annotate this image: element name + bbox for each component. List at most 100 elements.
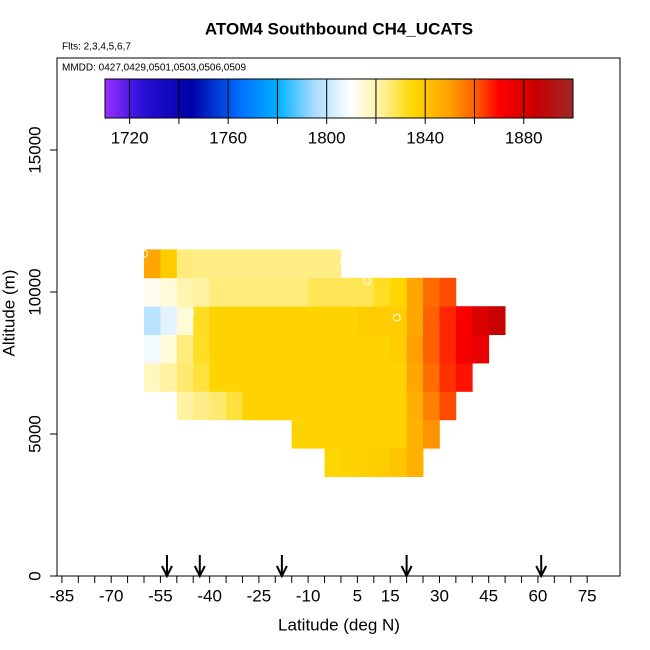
cell <box>340 277 358 307</box>
cell <box>209 363 227 392</box>
cell <box>340 306 358 336</box>
cell <box>390 363 408 392</box>
cell <box>291 277 309 307</box>
cell <box>439 277 457 307</box>
cell <box>275 334 293 364</box>
cell <box>176 249 194 279</box>
x-axis-label: Latitude (deg N) <box>278 615 400 634</box>
x-tick-label: -40 <box>197 586 222 605</box>
cell <box>209 334 227 364</box>
cell <box>193 334 211 364</box>
sample-point <box>130 309 139 318</box>
x-tick-label: -25 <box>247 586 272 605</box>
cell <box>423 363 440 392</box>
colorbar-tick-label: 1760 <box>209 128 247 147</box>
cell <box>258 277 276 307</box>
flight-arrow <box>193 555 206 579</box>
cell <box>143 363 161 392</box>
cell <box>373 391 391 421</box>
cell <box>324 277 342 307</box>
cell <box>242 277 260 307</box>
cell <box>275 363 293 392</box>
x-tick-label: -85 <box>50 586 75 605</box>
cell <box>308 419 325 449</box>
cell <box>160 306 178 336</box>
cell <box>373 334 391 364</box>
cell <box>340 419 358 449</box>
cell <box>258 334 276 364</box>
sample-point <box>340 258 349 267</box>
cell <box>373 419 391 449</box>
cell <box>193 306 211 336</box>
cell <box>455 363 473 392</box>
cell <box>324 249 342 279</box>
cell <box>275 306 293 336</box>
cell <box>324 419 342 449</box>
cell <box>226 334 243 364</box>
cell <box>291 419 309 449</box>
cell <box>193 249 211 279</box>
flight-arrow <box>535 555 548 579</box>
cell <box>373 363 391 392</box>
x-tick-label: -55 <box>148 586 173 605</box>
cell <box>160 249 178 279</box>
cell <box>226 277 243 307</box>
cell <box>160 363 178 392</box>
cell <box>406 419 424 449</box>
cell <box>291 391 309 421</box>
cell <box>209 391 227 421</box>
sample-point <box>392 313 401 322</box>
cell <box>455 334 473 364</box>
cell <box>308 306 325 336</box>
cell <box>242 249 260 279</box>
cell <box>390 334 408 364</box>
cell <box>143 249 161 279</box>
cell <box>258 249 276 279</box>
cell <box>390 277 408 307</box>
x-tick-label: 5 <box>353 586 362 605</box>
cell <box>357 277 375 307</box>
cell <box>340 391 358 421</box>
cell <box>373 448 391 478</box>
plot-frame <box>56 57 621 577</box>
cell <box>308 391 325 421</box>
cell <box>242 306 260 336</box>
cell <box>406 334 424 364</box>
cell <box>406 306 424 336</box>
flight-arrow <box>275 555 288 579</box>
cell <box>193 363 211 392</box>
cell <box>439 306 457 336</box>
cell <box>373 306 391 336</box>
cell <box>226 249 243 279</box>
cell <box>439 391 457 421</box>
colorbar-tick-label: 1880 <box>505 128 543 147</box>
cell <box>423 334 440 364</box>
cell <box>324 334 342 364</box>
x-tick-label: 15 <box>381 586 400 605</box>
cell <box>324 306 342 336</box>
cell <box>439 334 457 364</box>
x-tick-label: 60 <box>528 586 547 605</box>
cell <box>242 334 260 364</box>
cell <box>340 448 358 478</box>
colorbar-tick-label: 1720 <box>111 128 149 147</box>
cell <box>324 448 342 478</box>
sample-point <box>363 276 372 285</box>
cell <box>209 306 227 336</box>
cell <box>226 391 243 421</box>
cell <box>226 306 243 336</box>
y-tick-label: 5000 <box>25 415 44 453</box>
cell <box>324 363 342 392</box>
cell <box>308 334 325 364</box>
cell <box>357 448 375 478</box>
cell <box>406 391 424 421</box>
cell <box>176 363 194 392</box>
cell <box>357 363 375 392</box>
cell <box>472 334 490 364</box>
cell <box>423 306 440 336</box>
cell <box>209 249 227 279</box>
cell <box>143 277 161 307</box>
x-tick-label: 75 <box>578 586 597 605</box>
cell <box>423 391 440 421</box>
cell <box>406 363 424 392</box>
